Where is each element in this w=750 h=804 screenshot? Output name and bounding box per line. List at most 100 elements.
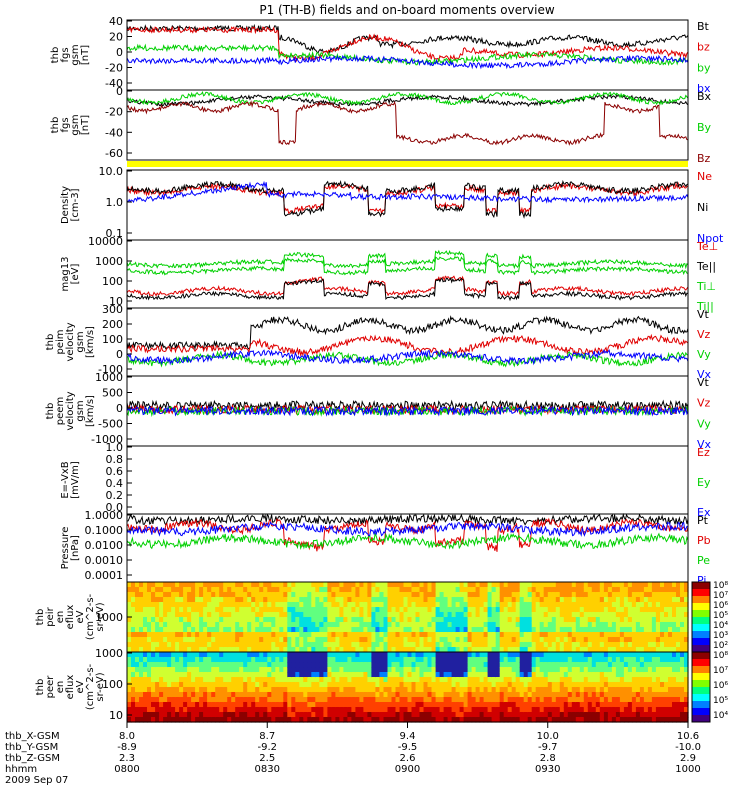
- heat-cell: [571, 637, 577, 643]
- heat-cell: [523, 592, 529, 598]
- heat-cell: [611, 617, 617, 623]
- heat-cell: [331, 607, 336, 613]
- heat-cell: [623, 662, 629, 668]
- heat-cell: [267, 622, 272, 628]
- heat-cell: [563, 692, 569, 698]
- heat-cell: [351, 707, 356, 713]
- heat-cell: [263, 702, 268, 708]
- heat-cell: [495, 672, 501, 678]
- heat-cell: [627, 627, 633, 633]
- heat-cell: [507, 597, 513, 603]
- heat-cell: [267, 612, 272, 618]
- heat-cell: [271, 587, 276, 593]
- heat-cell: [660, 707, 665, 713]
- heat-cell: [619, 682, 625, 688]
- heat-cell: [315, 652, 320, 658]
- heat-cell: [143, 647, 148, 653]
- heat-cell: [499, 687, 505, 693]
- heat-cell: [247, 662, 252, 668]
- heat-cell: [235, 692, 240, 698]
- heat-cell: [243, 667, 248, 673]
- heat-cell: [643, 682, 649, 688]
- heat-cell: [459, 637, 465, 643]
- heat-cell: [295, 682, 300, 688]
- heat-cell: [523, 657, 529, 663]
- heat-cell: [147, 662, 152, 668]
- heat-cell: [227, 642, 232, 648]
- heat-cell: [475, 697, 481, 703]
- heat-cell: [131, 632, 136, 638]
- heat-cell: [491, 592, 497, 598]
- heat-cell: [403, 707, 409, 713]
- heat-cell: [239, 637, 244, 643]
- heat-cell: [359, 627, 364, 633]
- heat-cell: [207, 672, 212, 678]
- heat-cell: [660, 612, 665, 618]
- y-axis-label: thb: [50, 117, 61, 134]
- heat-cell: [471, 597, 477, 603]
- heat-cell: [607, 647, 613, 653]
- heat-cell: [387, 592, 393, 598]
- heat-cell: [567, 612, 573, 618]
- heat-cell: [555, 687, 561, 693]
- heat-cell: [583, 712, 589, 718]
- heat-cell: [343, 602, 348, 608]
- heat-cell: [203, 707, 208, 713]
- heat-cell: [359, 592, 364, 598]
- heat-cell: [595, 637, 601, 643]
- heat-cell: [335, 677, 340, 683]
- heat-cell: [455, 662, 461, 668]
- heat-cell: [155, 677, 160, 683]
- heat-cell: [599, 707, 605, 713]
- heat-cell: [623, 607, 629, 613]
- heat-cell: [443, 632, 449, 638]
- heat-cell: [503, 702, 509, 708]
- heat-cell: [407, 622, 413, 628]
- heat-cell: [660, 652, 665, 658]
- heat-cell: [191, 587, 196, 593]
- heat-cell: [407, 587, 413, 593]
- heat-cell: [676, 637, 681, 643]
- heat-cell: [668, 597, 673, 603]
- heat-cell: [155, 632, 160, 638]
- heat-cell: [463, 617, 469, 623]
- heat-cell: [251, 677, 256, 683]
- heat-cell: [247, 682, 252, 688]
- heat-cell: [203, 657, 208, 663]
- heat-cell: [599, 582, 605, 588]
- heat-cell: [347, 692, 352, 698]
- heat-cell: [611, 592, 617, 598]
- heat-cell: [307, 647, 312, 653]
- heat-cell: [371, 607, 376, 613]
- heat-cell: [551, 677, 557, 683]
- heat-cell: [391, 667, 397, 673]
- heat-cell: [684, 642, 689, 648]
- heat-cell: [491, 677, 497, 683]
- heat-cell: [603, 607, 609, 613]
- heat-cell: [371, 672, 376, 678]
- heat-cell: [327, 717, 332, 723]
- y-axis-label: thb: [35, 609, 46, 626]
- heat-cell: [623, 622, 629, 628]
- heat-cell: [179, 672, 184, 678]
- heat-cell: [379, 632, 384, 638]
- heat-cell: [603, 587, 609, 593]
- heat-cell: [347, 622, 352, 628]
- heat-cell: [551, 652, 557, 658]
- heat-cell: [383, 582, 389, 588]
- heat-cell: [291, 672, 296, 678]
- heat-cell: [307, 642, 312, 648]
- heat-cell: [315, 612, 320, 618]
- heat-cell: [647, 652, 653, 658]
- heat-cell: [191, 657, 196, 663]
- heat-cell: [607, 597, 613, 603]
- heat-cell: [383, 687, 389, 693]
- heat-cell: [299, 592, 304, 598]
- heat-cell: [363, 627, 368, 633]
- heat-cell: [223, 647, 228, 653]
- heat-cell: [171, 717, 176, 723]
- heat-cell: [503, 647, 509, 653]
- heat-cell: [339, 587, 344, 593]
- heat-cell: [327, 707, 332, 713]
